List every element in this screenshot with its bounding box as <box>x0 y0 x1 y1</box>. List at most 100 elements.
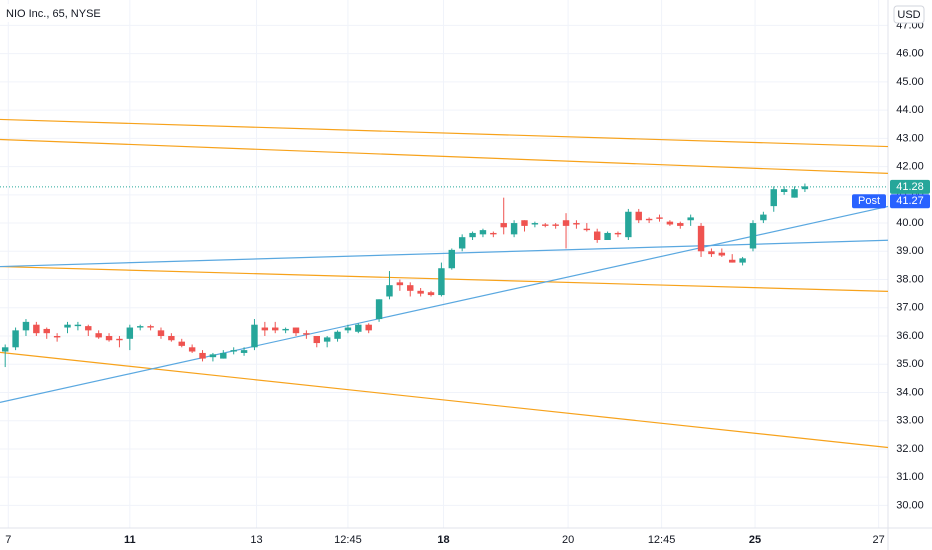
candle-body <box>718 252 726 256</box>
candle-body <box>168 336 175 341</box>
x-tick-label: 13 <box>250 534 262 546</box>
y-tick-label: 30.00 <box>896 499 924 511</box>
x-tick-label: 18 <box>437 534 449 546</box>
last-price-box <box>890 179 930 194</box>
candle-body <box>697 225 705 252</box>
candle-body <box>240 350 248 353</box>
candle-body <box>375 299 383 320</box>
candle-body <box>1 347 9 352</box>
candle-body <box>635 211 642 221</box>
y-tick-label: 39.00 <box>896 245 924 257</box>
x-tick-label: 12:45 <box>648 534 676 546</box>
candle-body <box>261 327 269 331</box>
candle-body <box>708 251 715 255</box>
x-tick-label: 27 <box>873 534 885 546</box>
candle-body <box>33 324 40 334</box>
candle-body <box>188 347 196 352</box>
candle-body <box>116 338 123 341</box>
candle-body <box>542 224 549 226</box>
candle-body <box>801 186 809 190</box>
y-tick-label: 33.00 <box>896 415 924 427</box>
post-price-box <box>890 194 930 209</box>
candle-body <box>458 237 466 249</box>
x-tick-label: 7 <box>5 534 11 546</box>
y-tick-label: 35.00 <box>896 358 924 370</box>
trend-line <box>0 118 889 148</box>
candle-body <box>282 328 289 331</box>
candle-body <box>323 337 331 342</box>
y-tick-label: 37.00 <box>896 302 924 314</box>
candle-body <box>666 221 674 225</box>
candle-body <box>645 218 653 221</box>
candle-body <box>53 336 61 338</box>
trend-line <box>0 351 889 449</box>
candle-body <box>521 220 528 226</box>
candle-body <box>22 321 30 331</box>
candle-body <box>604 232 611 240</box>
candle-body <box>365 324 372 331</box>
candle-body <box>105 336 113 341</box>
post-tag: Post <box>858 195 880 207</box>
candle-body <box>500 223 507 228</box>
trend-line <box>0 239 889 268</box>
candle-body <box>126 327 134 339</box>
candle-body <box>469 232 476 238</box>
candle-body <box>220 352 227 359</box>
candle-body <box>209 354 217 358</box>
candle-body <box>292 327 300 334</box>
candle-body <box>303 333 310 335</box>
candle-body <box>12 330 19 348</box>
trend-line <box>0 205 889 403</box>
candle-body <box>728 259 736 263</box>
candle-body <box>583 228 591 231</box>
x-tick-label: 25 <box>749 534 761 546</box>
candle-body <box>74 324 82 327</box>
candle-body <box>625 211 632 238</box>
post-price-label: 41.27 <box>896 195 924 207</box>
candle-body <box>573 223 580 225</box>
y-tick-label: 40.00 <box>896 217 924 229</box>
candle-body <box>344 327 352 331</box>
candle-body <box>386 285 393 297</box>
currency-label: USD <box>897 9 920 21</box>
candle-body <box>656 217 663 219</box>
candle-body <box>739 258 746 263</box>
candle-body <box>614 232 622 235</box>
title-bg <box>2 4 106 22</box>
candle-body <box>780 189 788 192</box>
candle-body <box>230 350 237 352</box>
candle-body <box>770 189 777 207</box>
y-tick-label: 42.00 <box>896 160 924 172</box>
candle-body <box>593 231 601 240</box>
candle-body <box>355 324 362 332</box>
post-tag-box <box>852 194 886 209</box>
candle-body <box>510 223 518 235</box>
candle-body <box>417 290 424 294</box>
candle-body <box>479 230 487 235</box>
trend-line <box>0 138 889 174</box>
y-tick-label: 34.00 <box>896 386 924 398</box>
candle-body <box>136 326 144 328</box>
candle-body <box>272 327 279 331</box>
y-tick-label: 31.00 <box>896 471 924 483</box>
y-tick-label: 43.00 <box>896 132 924 144</box>
candle-body <box>687 217 694 221</box>
y-tick-label: 44.00 <box>896 104 924 116</box>
candle-body <box>95 333 102 338</box>
candle-body <box>552 224 559 226</box>
y-tick-label: 45.00 <box>896 76 924 88</box>
y-tick-label: 36.00 <box>896 330 924 342</box>
candle-body <box>157 330 165 336</box>
candle-body <box>438 268 445 296</box>
candle-body <box>64 324 71 328</box>
y-tick-label: 46.00 <box>896 48 924 60</box>
candle-body <box>199 352 206 359</box>
last-price-label: 41.28 <box>896 181 924 193</box>
candle-body <box>677 223 684 226</box>
x-tick-label: 12:45 <box>334 534 362 546</box>
candle-body <box>562 220 570 226</box>
candle-body <box>427 292 435 296</box>
currency-box <box>893 5 925 24</box>
y-tick-label: 32.00 <box>896 443 924 455</box>
